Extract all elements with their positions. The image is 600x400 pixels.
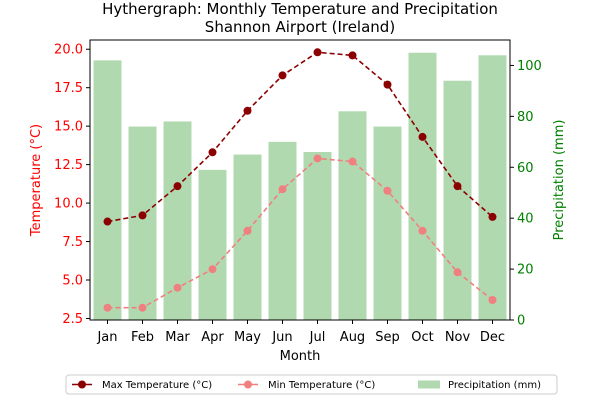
x-tick-label: Jul [309,330,326,345]
min-temperature-point [348,157,357,166]
chart-subtitle: Shannon Airport (Ireland) [205,18,395,36]
axes: Jan Feb Mar Apr May Jun Jul Aug Sep Oct Nov Dec 2.5 5… [54,39,542,345]
x-tick-label: Nov [445,330,471,345]
y-tick-label-right: 80 [517,110,534,125]
precipitation-bar [478,55,507,320]
max-temperature-point [208,148,217,157]
max-temperature-point [383,80,392,89]
max-temperature-point [453,182,462,191]
y-tick-label-right: 40 [517,212,534,227]
max-temperature-point [278,71,287,80]
y-tick-label-left: 15.0 [54,120,83,135]
x-tick-label: May [234,330,261,345]
min-temperature-line [107,157,493,309]
precipitation-bar [338,111,367,320]
x-tick-label: Feb [131,330,154,345]
legend-box [65,374,558,395]
max-temperature-line [107,51,494,223]
x-tick-label: Aug [340,330,365,345]
min-temperature-point [243,226,252,235]
precipitation-bar [443,80,472,321]
x-axis-label: Month [280,349,321,364]
temperature-lines [103,48,497,312]
x-tick-label: Jun [271,330,292,345]
legend-item-precipitation-label: Precipitation (mm) [448,380,541,391]
max-temperature-point [418,132,427,141]
min-temperature-point [173,283,182,292]
precipitation-bar [408,52,437,321]
precipitation-bars [93,52,507,321]
y-tick-label-right: 60 [517,161,534,176]
precipitation-bar [303,152,332,320]
y-tick-label-left: 2.5 [62,312,83,327]
min-temperature-point [103,303,112,312]
y-tick-label-left: 12.5 [54,158,83,173]
y-axis-label-left: Temperature (°C) [29,124,44,237]
precipitation-bar [128,126,157,320]
max-temperature-point [138,211,147,220]
legend-item-max-temperature-marker [78,380,86,389]
min-temperature-point [278,185,287,194]
y-tick-label-right: 100 [517,59,542,74]
legend: Max Temperature (°C) Min Temperature (°C)… [65,374,558,395]
legend-item-min-temperature-marker [244,380,252,389]
precipitation-bar [93,60,122,320]
y-tick-label-right: 0 [517,314,525,329]
x-tick-label: Dec [480,330,505,345]
y-tick-label-left: 7.5 [62,235,83,250]
min-temperature-point [418,226,427,235]
plot-frame [89,39,511,321]
precipitation-bar [233,154,262,320]
min-temperature-point [383,186,392,195]
max-temperature-point [488,212,497,221]
min-temperature-point [488,296,497,304]
max-temperature-point [103,217,112,226]
max-temperature-point [348,51,357,60]
x-tick-label: Apr [201,330,224,345]
legend-item-min-temperature-label: Min Temperature (°C) [268,380,375,391]
x-tick-label: Oct [411,330,433,345]
y-tick-label-left: 5.0 [62,274,83,289]
precipitation-bar [198,169,227,320]
precipitation-bar [373,126,402,320]
min-temperature-point [138,303,147,312]
y-tick-label-right: 20 [517,263,534,278]
max-temperature-point [173,182,182,191]
min-temperature-point [313,154,322,163]
y-axis-label-right: Precipitation (mm) [552,120,567,241]
x-tick-label: Sep [375,330,400,345]
max-temperature-point [243,106,252,115]
legend-item-max-temperature-label: Max Temperature (°C) [102,380,212,391]
precipitation-bar [268,141,297,320]
max-temperature-point [313,48,322,57]
min-temperature-point [453,268,462,277]
x-tick-label: Mar [165,330,190,345]
min-temperature-point [208,265,217,274]
x-tick-label: Jan [96,330,117,345]
y-tick-label-left: 20.0 [54,43,83,58]
legend-item-precipitation-swatch [418,380,440,389]
y-tick-label-left: 17.5 [54,81,83,96]
y-tick-label-left: 10.0 [54,197,83,212]
chart-title: Hythergraph: Monthly Temperature and Pre… [102,0,498,18]
